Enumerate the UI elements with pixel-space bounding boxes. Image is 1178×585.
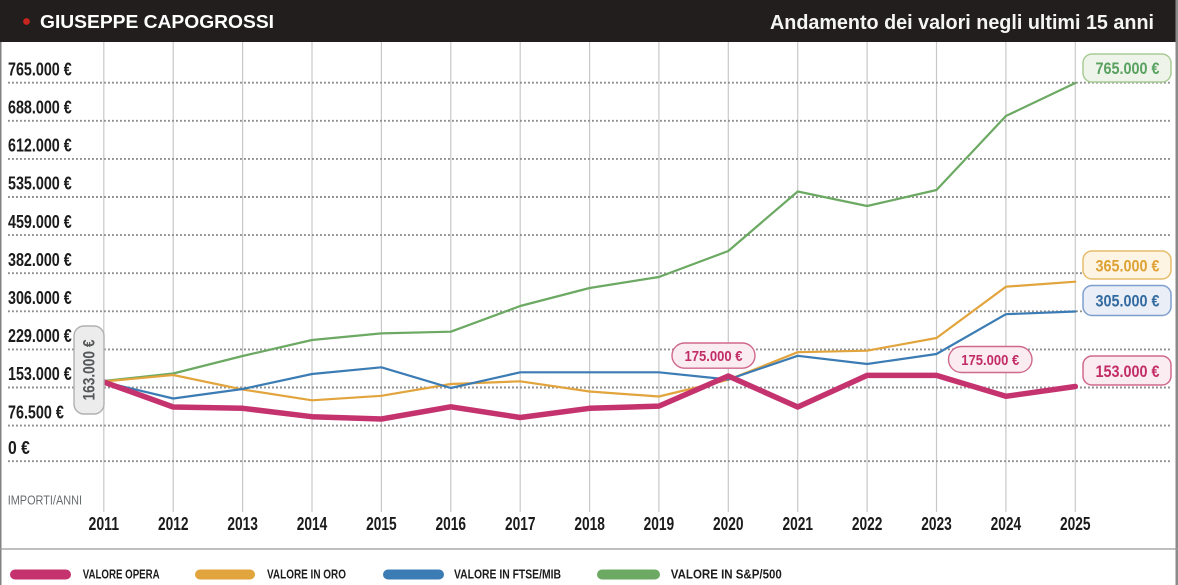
svg-text:VALORE OPERA: VALORE OPERA (83, 567, 160, 582)
svg-text:365.000 €: 365.000 € (1096, 256, 1160, 275)
svg-text:229.000 €: 229.000 € (8, 326, 72, 346)
svg-text:2017: 2017 (505, 513, 536, 534)
svg-text:765.000 €: 765.000 € (1096, 59, 1160, 78)
svg-text:2018: 2018 (574, 513, 605, 534)
svg-text:2014: 2014 (297, 513, 328, 534)
svg-text:2011: 2011 (89, 513, 120, 534)
svg-text:VALORE IN FTSE/MIB: VALORE IN FTSE/MIB (454, 567, 561, 582)
svg-text:76.500 €: 76.500 € (8, 402, 64, 422)
svg-text:2023: 2023 (921, 513, 952, 534)
svg-text:382.000 €: 382.000 € (8, 250, 72, 270)
svg-text:459.000 €: 459.000 € (8, 212, 72, 232)
svg-text:175.000 €: 175.000 € (685, 349, 743, 365)
svg-text:0 €: 0 € (8, 438, 30, 458)
svg-text:2020: 2020 (713, 513, 744, 534)
svg-text:Andamento dei valori negli ult: Andamento dei valori negli ultimi 15 ann… (770, 11, 1154, 34)
svg-text:2012: 2012 (158, 513, 189, 534)
svg-text:GIUSEPPE CAPOGROSSI: GIUSEPPE CAPOGROSSI (40, 12, 274, 32)
svg-text:2024: 2024 (991, 513, 1022, 534)
svg-text:VALORE IN ORO: VALORE IN ORO (267, 567, 346, 582)
svg-text:535.000 €: 535.000 € (8, 174, 72, 194)
svg-text:612.000 €: 612.000 € (8, 136, 72, 156)
svg-text:163.000 €: 163.000 € (80, 339, 99, 400)
svg-text:305.000 €: 305.000 € (1096, 292, 1160, 311)
svg-text:2021: 2021 (782, 513, 813, 534)
svg-text:2013: 2013 (227, 513, 258, 534)
svg-text:2025: 2025 (1060, 513, 1091, 534)
svg-text:765.000 €: 765.000 € (8, 59, 72, 79)
svg-text:306.000 €: 306.000 € (8, 288, 72, 308)
svg-text:175.000 €: 175.000 € (961, 353, 1019, 369)
svg-text:IMPORTI/ANNI: IMPORTI/ANNI (8, 493, 82, 508)
svg-text:2015: 2015 (366, 513, 397, 534)
svg-text:VALORE IN S&P/500: VALORE IN S&P/500 (671, 567, 782, 582)
svg-text:153.000 €: 153.000 € (1096, 362, 1160, 381)
svg-text:153.000 €: 153.000 € (8, 364, 72, 384)
svg-text:2022: 2022 (852, 513, 883, 534)
svg-text:688.000 €: 688.000 € (8, 98, 72, 118)
svg-text:2019: 2019 (644, 513, 675, 534)
svg-text:2016: 2016 (436, 513, 467, 534)
